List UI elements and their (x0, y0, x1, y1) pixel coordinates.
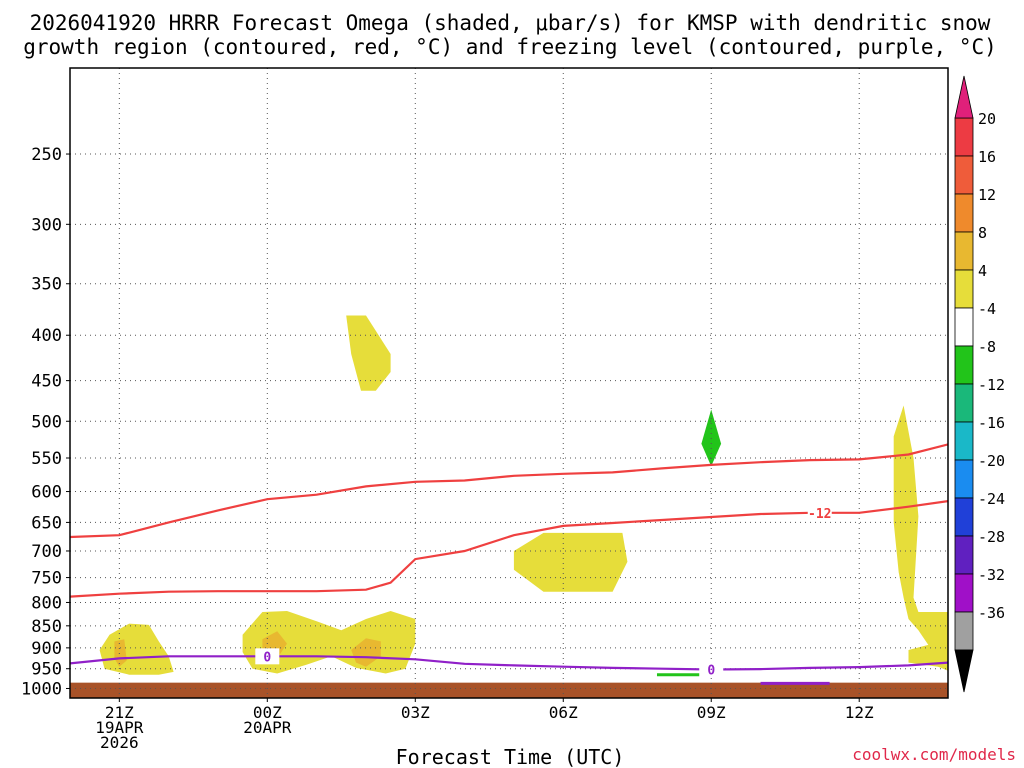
shaded-omega-pos-8-low-1 (114, 639, 127, 667)
x-tick-label-19APR: 19APR (95, 718, 144, 737)
y-tick-label-250: 250 (31, 145, 62, 165)
x-tick-label-12Z: 12Z (845, 703, 874, 722)
colorbar-label-4: 4 (978, 262, 987, 280)
x-tick-label-03Z: 03Z (401, 703, 430, 722)
shaded-omega-pos-4-upper (346, 315, 391, 391)
plot-frame (69, 67, 949, 699)
y-tick-label-1000: 1000 (21, 679, 62, 699)
colorbar-swatch--28 (954, 535, 974, 575)
colorbar: 20 16 12 8 4 -4 -8 -12 -16 -20 -24 -28 -32 -36 (954, 75, 1005, 693)
x-tick-label-06Z: 06Z (549, 703, 578, 722)
colorbar-swatch--32 (954, 573, 974, 613)
colorbar-swatch--8 (954, 345, 974, 385)
contour-label-bg-dgz-lower-0 (807, 504, 832, 521)
chart-title-line-1: 2026041920 HRRR Forecast Omega (shaded, … (30, 11, 991, 35)
colorbar-swatch--12 (954, 383, 974, 423)
y-tick-label-600: 600 (31, 483, 62, 503)
y-tick-label-350: 350 (31, 275, 62, 295)
shaded-omega-pos-4-mid (513, 532, 628, 592)
plot-area: -12 0 0 (70, 68, 948, 698)
colorbar-label--28: -28 (978, 528, 1005, 546)
x-axis-title: Forecast Time (UTC) (396, 745, 625, 768)
colorbar-swatch--16 (954, 421, 974, 461)
colorbar-swatch-16 (954, 155, 974, 195)
y-tick-label-850: 850 (31, 617, 62, 637)
colorbar-label--8: -8 (978, 338, 996, 356)
colorbar-swatch--36 (954, 611, 974, 651)
colorbar-label-16: 16 (978, 148, 996, 166)
contour-label-bg-freezing-level-1 (699, 661, 724, 678)
y-tick-label-950: 950 (31, 660, 62, 680)
y-tick-label-700: 700 (31, 542, 62, 562)
colorbar-label-12: 12 (978, 186, 996, 204)
y-tick-label-500: 500 (31, 412, 62, 432)
shaded-omega-neg-4-mid (701, 409, 722, 467)
y-tick-label-650: 650 (31, 513, 62, 533)
x-tick-label-00Z: 00Z (253, 703, 282, 722)
contour-dgz-lower (70, 500, 948, 598)
colorbar-label--16: -16 (978, 414, 1005, 432)
x-tick-label-21Z: 21Z (105, 703, 134, 722)
colorbar-swatch-4 (954, 269, 974, 309)
colorbar-swatch--20 (954, 459, 974, 499)
chart-title-line-2: growth region (contoured, red, °C) and f… (23, 35, 997, 59)
colorbar-label--4: -4 (978, 300, 996, 318)
y-tick-label-550: 550 (31, 449, 62, 469)
colorbar-label--24: -24 (978, 490, 1005, 508)
contour-label-freezing-level-0: 0 (263, 650, 271, 665)
contour-freezing-level (70, 655, 948, 671)
shaded-omega-pos-8-low-3 (351, 638, 381, 667)
x-tick-label-09Z: 09Z (697, 703, 726, 722)
contour-dgz-upper (70, 443, 948, 539)
x-tick-label-2026: 2026 (100, 733, 139, 752)
colorbar-swatch--4 (954, 307, 974, 347)
y-tick-label-400: 400 (31, 326, 62, 346)
colorbar-label--12: -12 (978, 376, 1005, 394)
colorbar-label--32: -32 (978, 566, 1005, 584)
y-tick-label-300: 300 (31, 215, 62, 235)
x-tick-label-20APR: 20APR (243, 718, 292, 737)
colorbar-label--36: -36 (978, 604, 1005, 622)
y-tick-label-800: 800 (31, 593, 62, 613)
shaded-omega-pos-4-right (893, 405, 948, 671)
terrain-band (70, 682, 948, 698)
contour-label-dgz-lower-0: -12 (808, 507, 831, 522)
colorbar-swatch-20 (954, 117, 974, 157)
colorbar-top-extension (954, 75, 974, 119)
site-credit: coolwx.com/models (852, 745, 1016, 764)
colorbar-swatch-8 (954, 231, 974, 271)
y-tick-label-750: 750 (31, 569, 62, 589)
shaded-omega-pos-4-low-1 (99, 623, 174, 675)
colorbar-swatch-12 (954, 193, 974, 233)
colorbar-label-20: 20 (978, 110, 996, 128)
colorbar-swatch--24 (954, 497, 974, 537)
contour-label-freezing-level-1: 0 (707, 664, 715, 679)
y-tick-label-450: 450 (31, 372, 62, 392)
y-tick-label-900: 900 (31, 639, 62, 659)
colorbar-label--20: -20 (978, 452, 1005, 470)
colorbar-label-8: 8 (978, 224, 987, 242)
colorbar-bottom-extension (954, 649, 974, 693)
contour-label-bg-freezing-level-0 (255, 648, 280, 665)
